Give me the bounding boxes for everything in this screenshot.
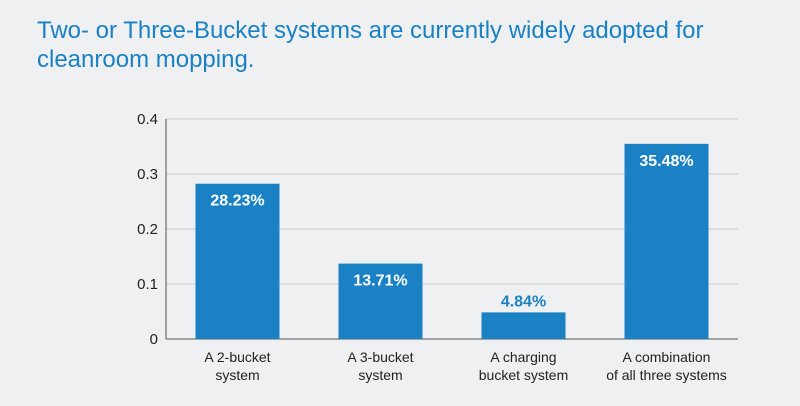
y-tick-label: 0.2 — [137, 221, 158, 238]
x-tick-label: A 3-bucket — [347, 349, 413, 365]
x-tick-label: bucket system — [479, 367, 568, 383]
data-label: 13.71% — [353, 273, 407, 290]
bar — [338, 263, 423, 339]
x-tick-label: A 2-bucket — [204, 349, 270, 365]
x-tick-label: system — [358, 367, 402, 383]
chart-title: Two- or Three-Bucket systems are current… — [37, 17, 704, 73]
y-tick-label: 0.3 — [137, 166, 158, 183]
bar — [481, 312, 566, 339]
y-tick-label: 0.1 — [137, 276, 158, 293]
x-tick-label: system — [215, 367, 259, 383]
data-label: 28.23% — [210, 193, 264, 210]
x-tick-label: A combination — [623, 349, 711, 365]
y-tick-label: 0 — [150, 331, 158, 348]
x-tick-label: A charging — [490, 349, 556, 365]
bar — [195, 183, 280, 339]
data-label: 35.48% — [639, 153, 693, 170]
data-label: 4.84% — [501, 293, 546, 310]
x-tick-label: of all three systems — [606, 367, 727, 383]
y-tick-label: 0.4 — [137, 111, 158, 128]
bar — [624, 143, 709, 339]
